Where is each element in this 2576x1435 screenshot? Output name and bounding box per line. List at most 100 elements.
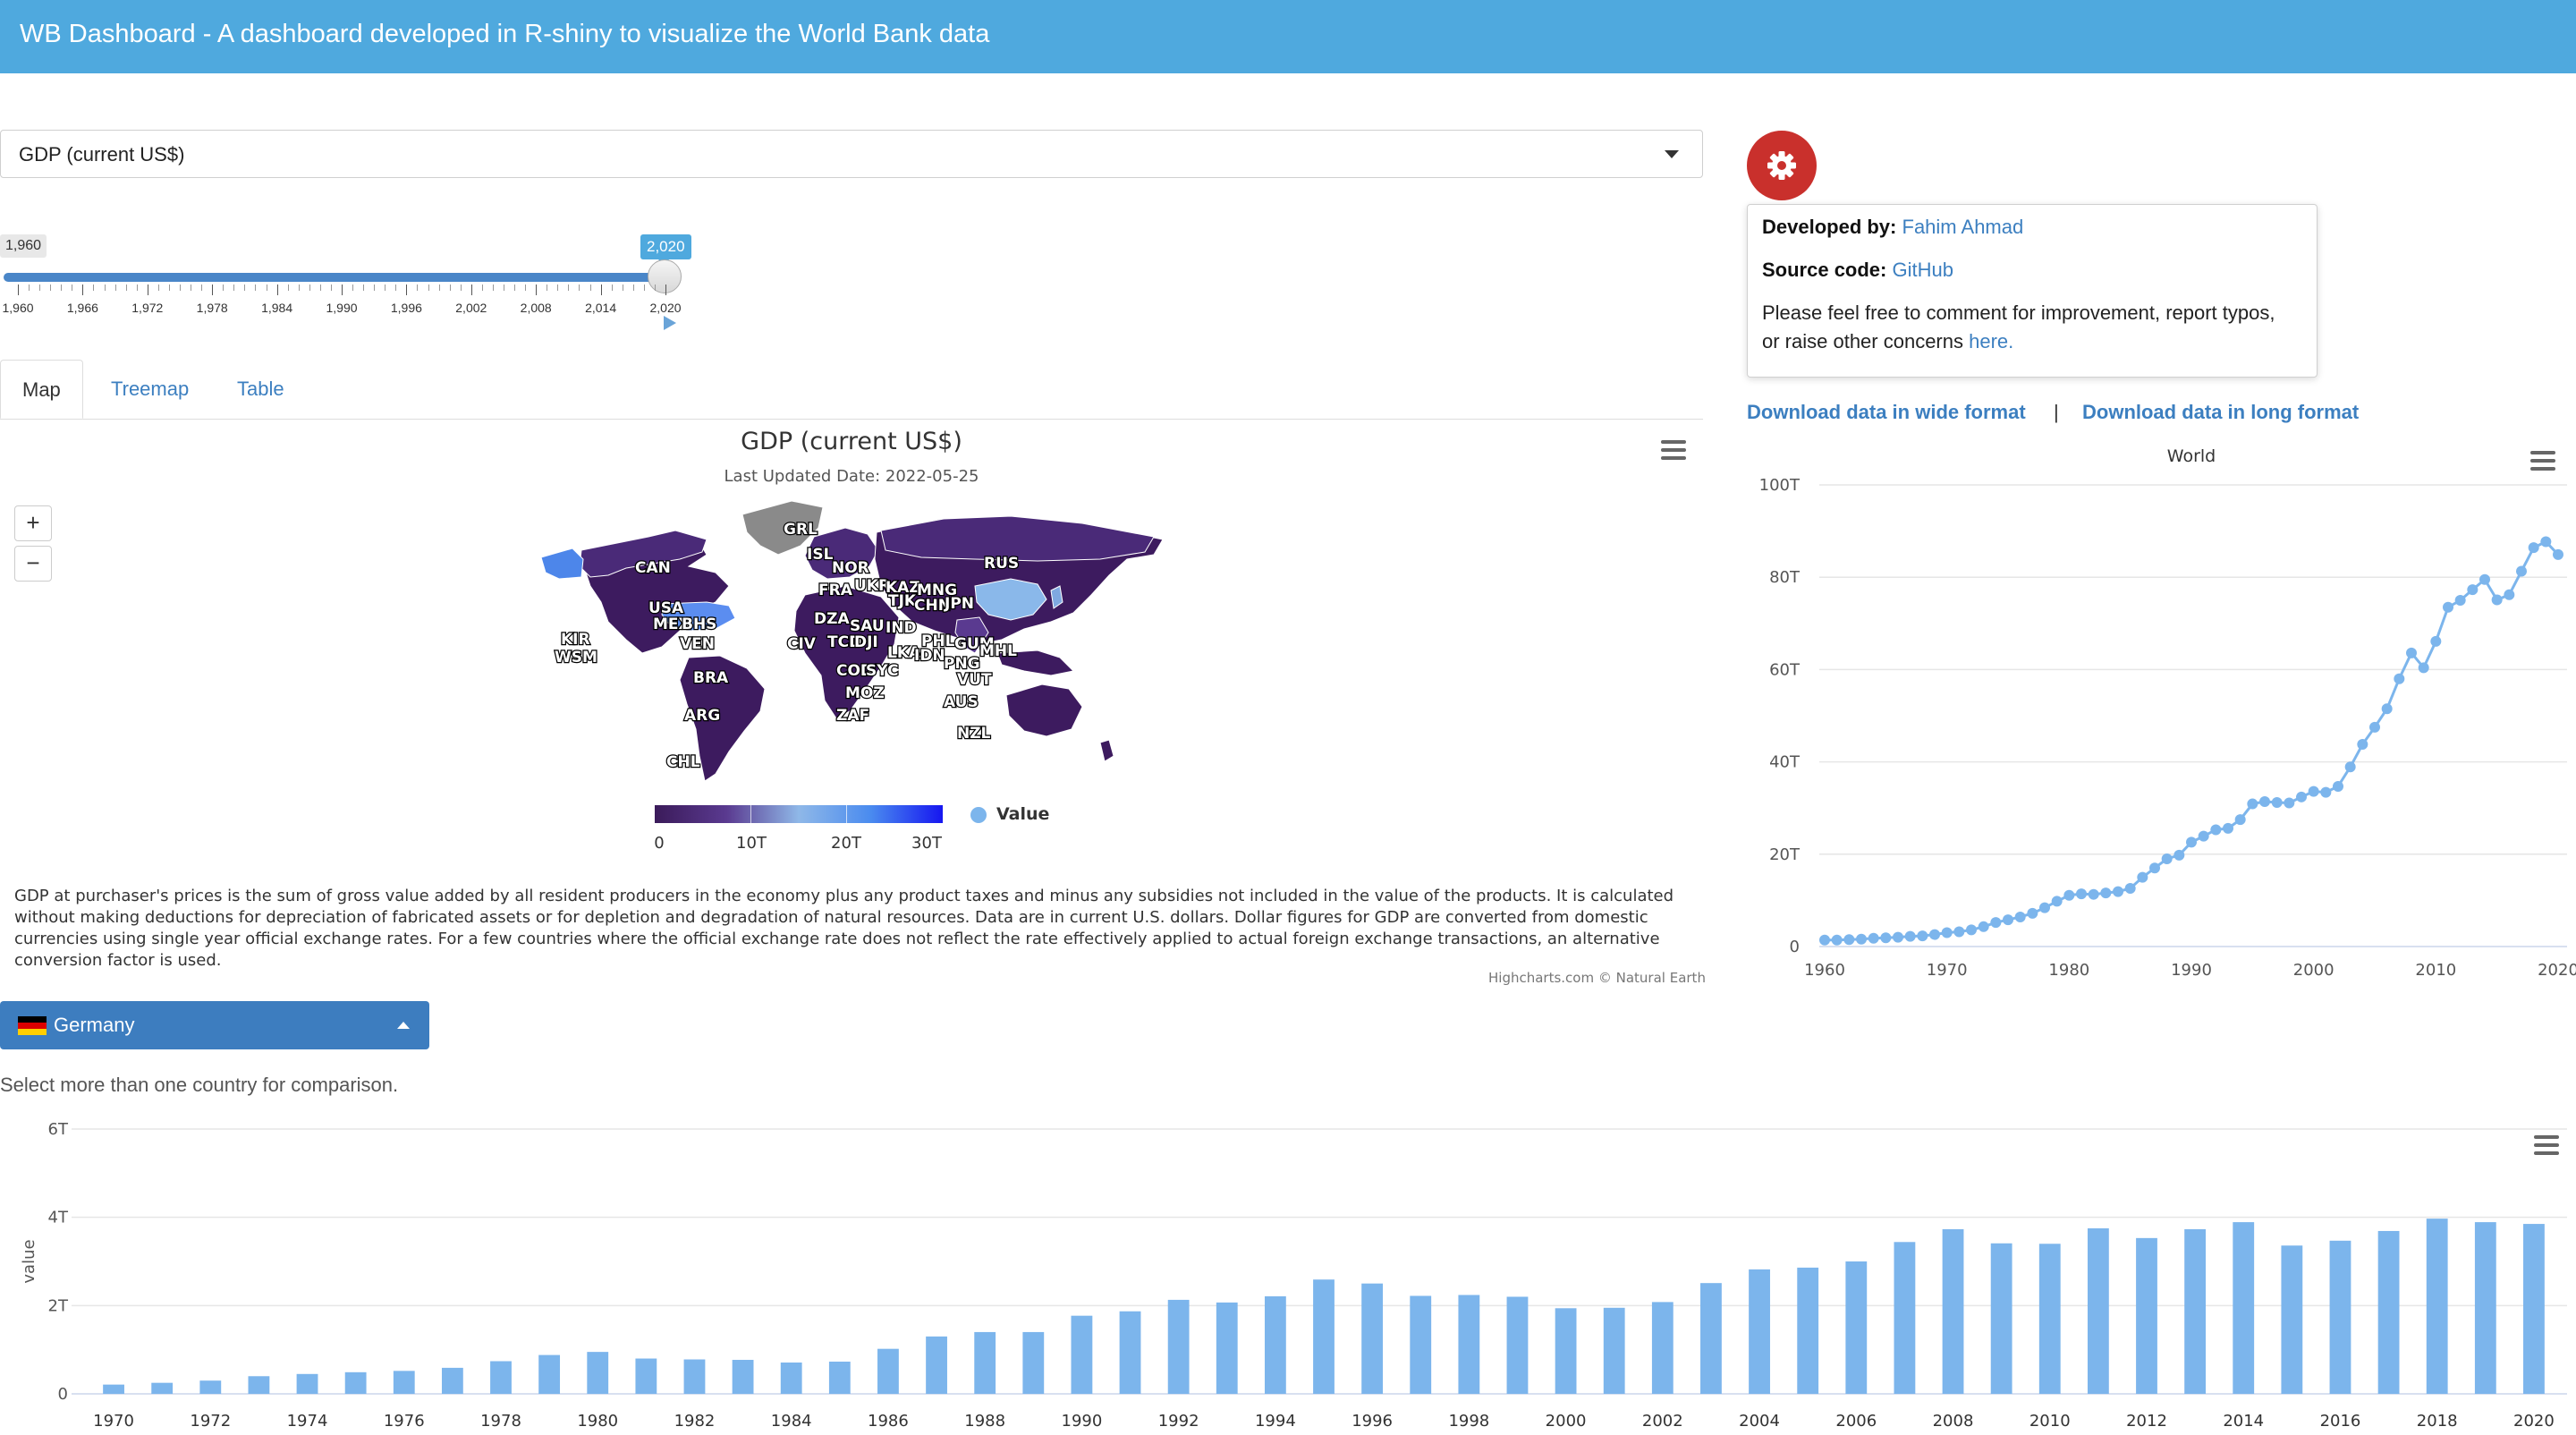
- bar-chart-bar[interactable]: [1071, 1315, 1093, 1394]
- bar-chart-bar[interactable]: [1410, 1295, 1432, 1394]
- line-chart-point[interactable]: [1953, 926, 1965, 938]
- bar-chart-bar[interactable]: [780, 1362, 802, 1394]
- country-picker[interactable]: Germany: [0, 1001, 429, 1049]
- bar-chart-bar[interactable]: [1942, 1228, 1964, 1394]
- bar-chart-bar[interactable]: [1458, 1295, 1480, 1394]
- bar-chart-bar[interactable]: [1990, 1243, 2012, 1394]
- line-chart-point[interactable]: [1917, 930, 1928, 942]
- line-chart-point[interactable]: [2003, 914, 2013, 926]
- line-chart-point[interactable]: [2039, 902, 2050, 913]
- bar-chart-bar[interactable]: [344, 1371, 367, 1394]
- line-chart-point[interactable]: [2540, 536, 2552, 548]
- line-chart-point[interactable]: [2504, 589, 2515, 600]
- line-chart-point[interactable]: [1856, 933, 1867, 945]
- line-chart-point[interactable]: [2369, 721, 2380, 733]
- line-chart-point[interactable]: [2234, 814, 2246, 826]
- line-chart-point[interactable]: [2027, 907, 2038, 919]
- bar-chart-bar[interactable]: [1022, 1331, 1045, 1394]
- bar-chart-bar[interactable]: [1651, 1302, 1674, 1394]
- line-chart-point[interactable]: [2076, 888, 2087, 900]
- bar-chart-bar[interactable]: [1894, 1242, 1916, 1394]
- line-chart-point[interactable]: [2454, 595, 2466, 606]
- line-chart-point[interactable]: [2014, 911, 2026, 922]
- line-chart-point[interactable]: [2137, 871, 2148, 883]
- map-export-menu-icon[interactable]: [1661, 440, 1686, 460]
- bar-chart-bar[interactable]: [2523, 1224, 2545, 1394]
- line-chart-point[interactable]: [1893, 931, 1903, 943]
- bar-chart-bar[interactable]: [1555, 1308, 1577, 1394]
- line-chart-point[interactable]: [2381, 703, 2393, 715]
- line-chart-point[interactable]: [2113, 886, 2123, 897]
- feedback-link[interactable]: here.: [1969, 330, 2014, 352]
- line-chart-point[interactable]: [2247, 798, 2258, 810]
- bar-chart-bar[interactable]: [2426, 1218, 2448, 1394]
- line-chart-point[interactable]: [2308, 785, 2319, 797]
- line-chart-point[interactable]: [2051, 896, 2063, 907]
- github-link[interactable]: GitHub: [1892, 259, 1953, 281]
- line-chart-point[interactable]: [2223, 822, 2233, 834]
- line-chart-point[interactable]: [2284, 797, 2295, 809]
- bar-chart-bar[interactable]: [732, 1360, 754, 1394]
- bar-chart-export-menu-icon[interactable]: [2534, 1135, 2559, 1155]
- line-chart-point[interactable]: [2174, 849, 2185, 861]
- line-chart-point[interactable]: [2357, 738, 2368, 750]
- bar-chart-bar[interactable]: [1361, 1283, 1384, 1394]
- line-chart-point[interactable]: [2100, 887, 2112, 899]
- bar-chart-bar[interactable]: [2184, 1228, 2207, 1394]
- line-chart-point[interactable]: [2394, 673, 2405, 684]
- line-chart-point[interactable]: [2124, 882, 2136, 894]
- line-chart-point[interactable]: [2528, 542, 2539, 554]
- legend-series-name[interactable]: Value: [996, 804, 1050, 824]
- developer-link[interactable]: Fahim Ahmad: [1902, 216, 2024, 238]
- line-chart-point[interactable]: [2479, 573, 2490, 585]
- bar-chart-bar[interactable]: [1313, 1279, 1335, 1394]
- line-chart-point[interactable]: [2259, 795, 2270, 807]
- line-chart-point[interactable]: [2344, 761, 2356, 773]
- line-chart-point[interactable]: [2161, 853, 2173, 864]
- play-icon[interactable]: [664, 316, 676, 330]
- bar-chart-bar[interactable]: [1797, 1267, 1819, 1394]
- bar-chart-bar[interactable]: [1845, 1261, 1868, 1394]
- bar-chart-bar[interactable]: [974, 1331, 996, 1394]
- bar-chart-bar[interactable]: [538, 1354, 561, 1394]
- bar-chart-bar[interactable]: [2087, 1228, 2109, 1394]
- bar-chart-bar[interactable]: [248, 1376, 270, 1394]
- bar-chart-bar[interactable]: [2377, 1230, 2400, 1394]
- line-chart-point[interactable]: [2198, 830, 2209, 842]
- line-chart-point[interactable]: [1880, 932, 1892, 944]
- line-chart-point[interactable]: [1819, 934, 1830, 946]
- bar-chart-bar[interactable]: [828, 1361, 851, 1394]
- line-chart-point[interactable]: [2149, 862, 2160, 874]
- bar-chart-bar[interactable]: [877, 1348, 899, 1394]
- line-chart-point[interactable]: [2320, 786, 2332, 798]
- line-chart-point[interactable]: [2430, 635, 2442, 647]
- map-credits[interactable]: Highcharts.com © Natural Earth: [1488, 970, 1706, 986]
- bar-chart-bar[interactable]: [2233, 1222, 2255, 1394]
- line-chart-point[interactable]: [1990, 917, 2002, 929]
- line-chart-point[interactable]: [1868, 932, 1879, 944]
- bar-chart-bar[interactable]: [1700, 1283, 1722, 1394]
- line-chart-point[interactable]: [1978, 921, 1989, 932]
- line-chart-point[interactable]: [2406, 647, 2417, 658]
- line-chart-point[interactable]: [2516, 565, 2527, 577]
- bar-chart-bar[interactable]: [2038, 1244, 2061, 1394]
- line-chart-point[interactable]: [2491, 594, 2503, 606]
- line-chart-point[interactable]: [2418, 662, 2429, 674]
- line-chart-point[interactable]: [2333, 780, 2343, 792]
- bar-chart-bar[interactable]: [683, 1359, 706, 1394]
- settings-button[interactable]: [1747, 131, 1817, 200]
- zoom-out-button[interactable]: −: [14, 546, 52, 582]
- bar-chart-bar[interactable]: [1603, 1307, 1625, 1394]
- bar-chart-bar[interactable]: [1216, 1302, 1238, 1394]
- line-chart-point[interactable]: [1843, 934, 1855, 946]
- bar-chart-bar[interactable]: [1167, 1299, 1190, 1394]
- line-chart-point[interactable]: [2467, 584, 2479, 596]
- bar-chart-bar[interactable]: [2474, 1222, 2496, 1394]
- download-long-link[interactable]: Download data in long format: [2082, 401, 2360, 423]
- tab-treemap[interactable]: Treemap: [111, 378, 190, 400]
- line-chart-point[interactable]: [2063, 889, 2075, 901]
- line-chart-point[interactable]: [1831, 934, 1843, 946]
- line-chart-point[interactable]: [2296, 791, 2307, 802]
- zoom-in-button[interactable]: +: [14, 505, 52, 541]
- bar-chart-bar[interactable]: [1264, 1295, 1286, 1394]
